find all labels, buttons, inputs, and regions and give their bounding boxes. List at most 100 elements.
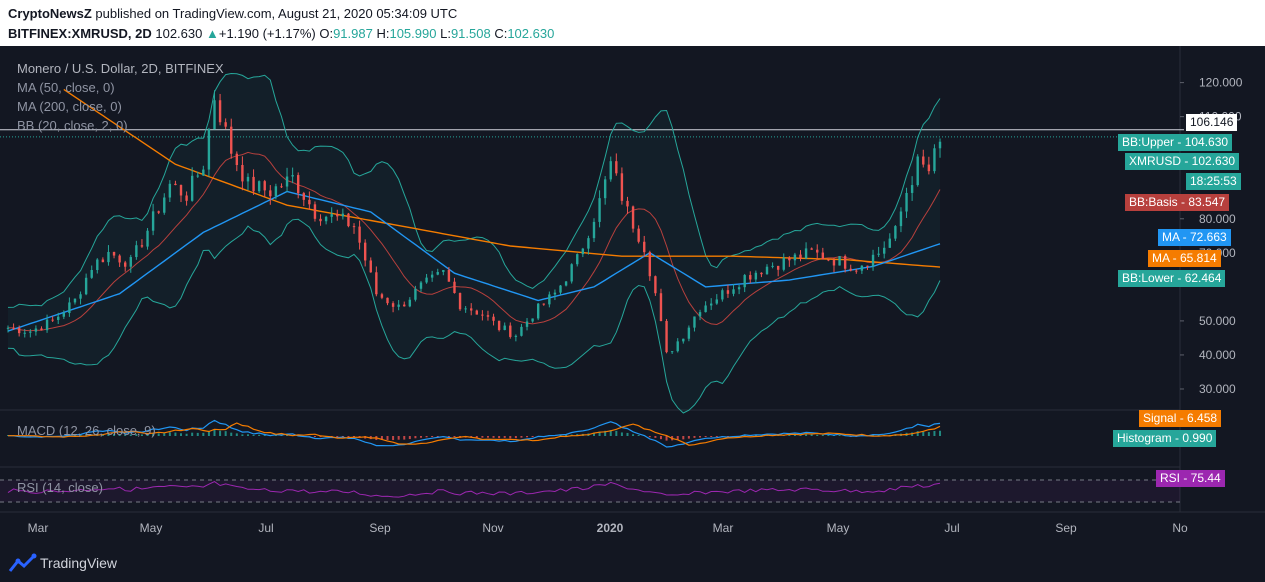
histogram-bar [258, 434, 261, 436]
last-price: 102.630 [155, 26, 203, 41]
histogram-bar [475, 436, 478, 438]
histogram-bar [877, 435, 880, 436]
price-chart[interactable]: 120.000110.00080.00070.00050.00040.00030… [0, 46, 1265, 546]
histogram-bar [816, 434, 819, 436]
histogram-bar [146, 433, 149, 436]
candle-body [788, 257, 791, 261]
histogram-bar [185, 433, 188, 436]
histogram-bar [263, 435, 266, 436]
candle-body [107, 251, 110, 263]
open-label: O: [319, 26, 334, 41]
candle-body [12, 327, 15, 329]
candle-body [140, 245, 144, 247]
rsi-band [0, 480, 1180, 502]
candle-body [34, 328, 38, 332]
candle-body [23, 332, 26, 334]
histogram-bar [174, 432, 177, 436]
candle-body [207, 129, 211, 170]
candle-body [269, 190, 272, 197]
candle-body [894, 226, 897, 239]
histogram-bar [933, 430, 936, 436]
histogram-bar [140, 434, 143, 436]
candle-body [698, 312, 702, 317]
x-tick-label: Sep [369, 521, 391, 535]
candle-body [375, 272, 378, 295]
candle-body [592, 221, 596, 239]
x-tick-label: Jul [944, 521, 959, 535]
candle-body [615, 161, 618, 174]
x-tick-label: Nov [482, 521, 503, 535]
histogram-bar [113, 433, 116, 436]
candle-body [235, 153, 239, 166]
candle-body [29, 331, 32, 333]
histogram-bar [810, 434, 813, 436]
candle-body [927, 164, 931, 172]
histogram-bar [336, 436, 339, 437]
candle-body [252, 176, 255, 192]
candle-body [643, 241, 646, 253]
histogram-bar [526, 436, 529, 438]
candle-body [559, 285, 562, 293]
histogram-bar [687, 436, 690, 439]
candle-body [280, 186, 283, 188]
candle-body [313, 204, 317, 219]
candle-body [659, 293, 663, 321]
candle-body [246, 176, 250, 182]
candle-body [475, 310, 478, 315]
candle-body [319, 218, 322, 222]
legend-title: Monero / U.S. Dollar, 2D, BITFINEX [17, 61, 224, 76]
histogram-bar [353, 436, 356, 437]
candle-body [654, 276, 657, 294]
histogram-bar [414, 436, 417, 439]
candle-body [883, 247, 886, 254]
candle-body [715, 299, 718, 304]
rsi-tag: RSI - 75.44 [1156, 470, 1225, 487]
histogram-bar [531, 436, 534, 438]
histogram-bar [838, 435, 841, 436]
candle-body [570, 264, 573, 282]
candle-body [257, 181, 261, 192]
candle-body [816, 249, 819, 253]
histogram-bar [615, 430, 618, 436]
bb-upper-line [7, 72, 941, 308]
ma50-line [7, 190, 941, 332]
low-value: 91.508 [450, 26, 491, 41]
histogram-bar [710, 436, 713, 437]
candle-body [51, 319, 54, 321]
candle-body [514, 335, 518, 337]
candle-body [542, 303, 545, 305]
histogram-tag: Histogram - 0.990 [1113, 430, 1217, 447]
candle-body [84, 277, 88, 295]
candle-body [308, 199, 311, 205]
candle-body [587, 238, 590, 249]
countdown-tag: 18:25:53 [1186, 173, 1241, 190]
candle-body [687, 327, 691, 339]
bb-lower-tag: BB:Lower - 62.464 [1118, 270, 1226, 287]
candle-body [910, 185, 914, 193]
histogram-bar [213, 429, 216, 436]
x-tick-label: No [1172, 521, 1188, 535]
histogram-bar [754, 435, 757, 436]
candle-body [124, 262, 127, 267]
histogram-bar [604, 430, 607, 436]
candle-body [90, 270, 93, 278]
close-value: 102.630 [507, 26, 555, 41]
candle-body [45, 319, 49, 331]
histogram-bar [191, 432, 194, 436]
candle-body [430, 274, 434, 278]
candle-body [648, 252, 652, 277]
candle-body [352, 226, 356, 228]
candle-body [464, 308, 467, 310]
tradingview-logo-icon[interactable] [8, 553, 38, 575]
histogram-bar [821, 435, 824, 436]
x-tick-label: 2020 [597, 521, 624, 535]
histogram-bar [180, 433, 183, 436]
histogram-bar [431, 436, 434, 437]
histogram-bar [498, 436, 501, 439]
tradingview-brand[interactable]: TradingView [40, 555, 118, 571]
histogram-bar [152, 433, 155, 436]
candle-body [710, 303, 713, 306]
histogram-bar [598, 431, 601, 436]
histogram-bar [514, 436, 517, 439]
